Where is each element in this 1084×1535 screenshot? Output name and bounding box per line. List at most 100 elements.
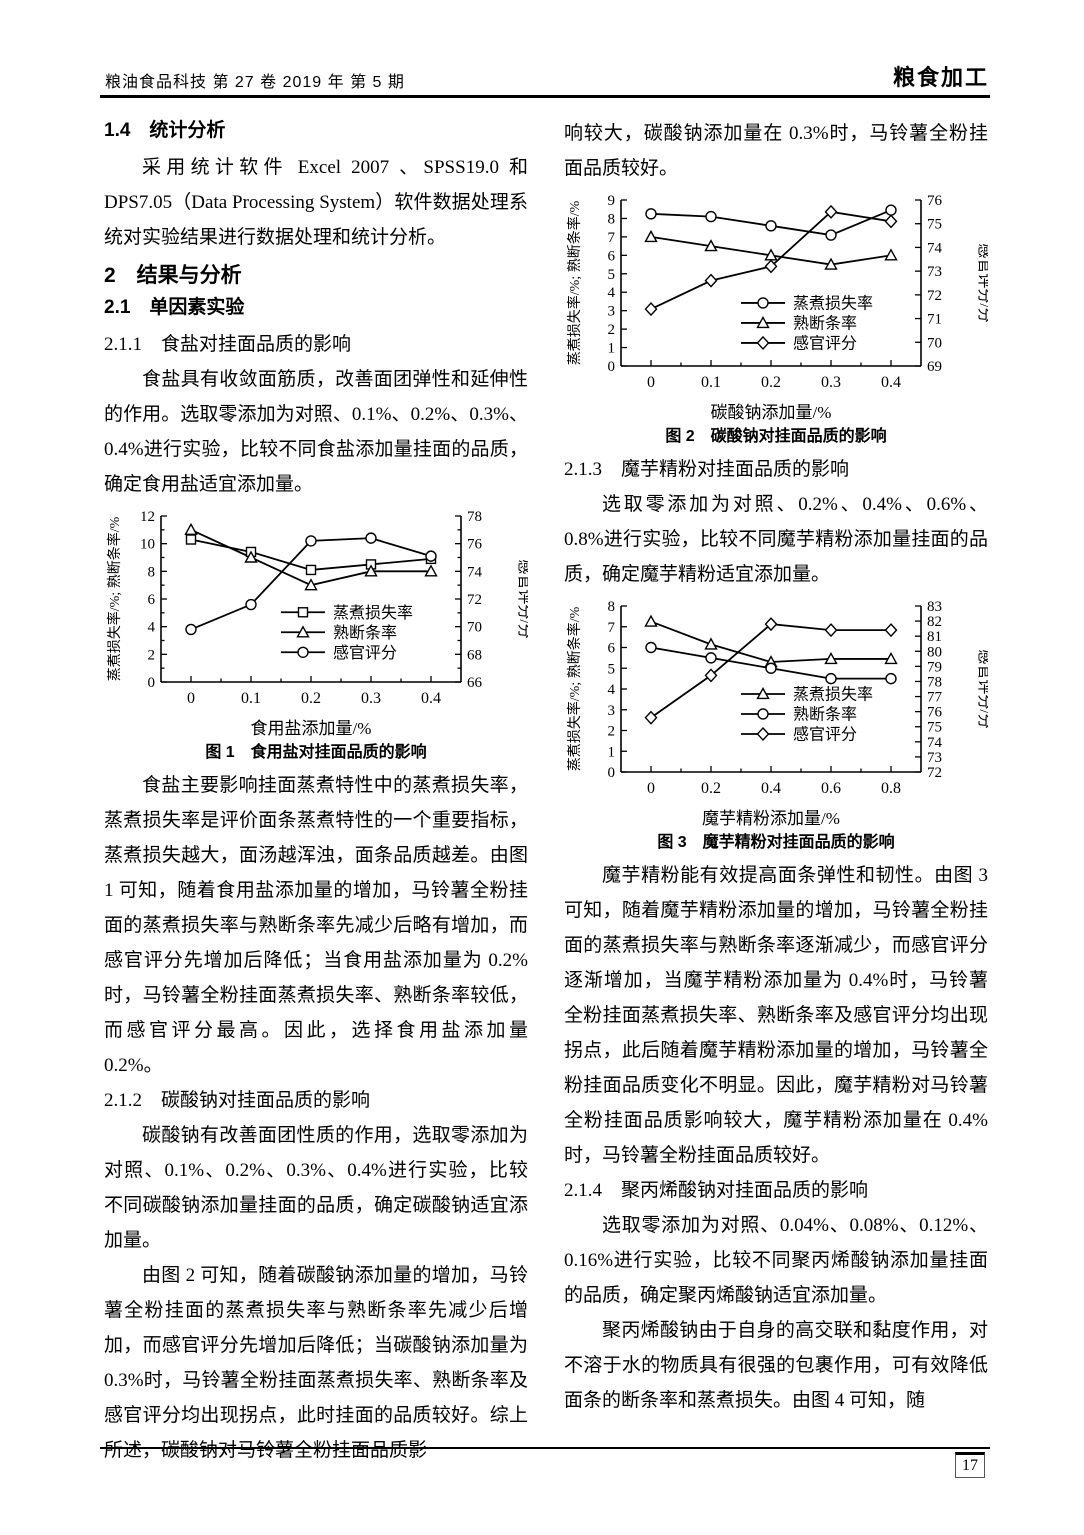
svg-text:73: 73: [927, 750, 942, 766]
heading-2-1-1: 2.1.1 食盐对挂面品质的影响: [104, 334, 352, 355]
svg-text:68: 68: [467, 647, 482, 663]
svg-text:0: 0: [148, 675, 156, 691]
svg-text:9: 9: [608, 193, 616, 209]
svg-text:79: 79: [927, 659, 942, 675]
page-number: 17: [955, 1452, 985, 1478]
svg-text:0.6: 0.6: [821, 780, 841, 797]
svg-text:0.3: 0.3: [821, 374, 841, 391]
svg-text:0.4: 0.4: [421, 690, 441, 707]
svg-text:7: 7: [608, 620, 616, 636]
svg-text:8: 8: [608, 599, 616, 615]
svg-text:81: 81: [927, 629, 942, 645]
svg-text:感官评分: 感官评分: [793, 725, 857, 743]
paragraph-soda-intro: 碳酸钠有改善面团性质的作用，选取零添加为对照、0.1%、0.2%、0.3%、0.…: [104, 1125, 528, 1251]
svg-text:6: 6: [608, 641, 616, 657]
svg-text:73: 73: [927, 264, 942, 280]
svg-text:5: 5: [608, 661, 616, 677]
svg-text:蒸煮损失率: 蒸煮损失率: [793, 685, 873, 703]
svg-text:0: 0: [647, 780, 655, 797]
heading-2-1-4: 2.1.4 聚丙烯酸钠对挂面品质的影响: [564, 1180, 869, 1201]
svg-text:78: 78: [927, 674, 942, 690]
svg-text:10: 10: [140, 537, 155, 553]
footer-rule: [100, 1447, 990, 1449]
svg-text:71: 71: [927, 312, 942, 328]
svg-text:0.4: 0.4: [881, 374, 901, 391]
paragraph-konjac-discussion: 魔芋精粉能有效提高面条弹性和韧性。由图 3 可知，随着魔芋精粉添加量的增加，马铃…: [564, 865, 988, 1166]
svg-text:2: 2: [148, 647, 156, 663]
svg-text:8: 8: [608, 211, 616, 227]
svg-text:0.1: 0.1: [701, 374, 721, 391]
svg-text:74: 74: [927, 240, 943, 256]
svg-text:蒸煮损失率/%; 熟断条率/%: 蒸煮损失率/%; 熟断条率/%: [106, 516, 123, 681]
svg-text:感官评分/分: 感官评分/分: [976, 649, 988, 728]
svg-text:0.4: 0.4: [761, 780, 781, 797]
svg-text:6: 6: [148, 592, 156, 608]
figure-3-caption: 图 3 魔芋精粉对挂面品质的影响: [657, 834, 895, 851]
section-banner: 粮食加工: [892, 65, 989, 90]
svg-text:76: 76: [927, 193, 943, 209]
paragraph-soda-discussion: 由图 2 可知，随着碳酸钠添加量的增加，马铃薯全粉挂面的蒸煮损失率与熟断条率先减…: [104, 1265, 528, 1461]
svg-text:76: 76: [467, 537, 483, 553]
heading-2-1: 2.1 单因素实验: [104, 297, 245, 318]
svg-text:72: 72: [467, 592, 482, 608]
paragraph-statistics: 采用统计软件 Excel 2007 、SPSS19.0 和 DPS7.05（Da…: [104, 157, 528, 248]
heading-2-1-2: 2.1.2 碳酸钠对挂面品质的影响: [104, 1090, 371, 1111]
svg-text:66: 66: [467, 675, 483, 691]
svg-text:75: 75: [927, 217, 942, 233]
svg-text:0: 0: [608, 765, 616, 781]
left-column: 1.4 统计分析 采用统计软件 Excel 2007 、SPSS19.0 和 D…: [104, 116, 528, 1468]
svg-text:魔芋精粉添加量/%: 魔芋精粉添加量/%: [702, 809, 840, 828]
svg-text:77: 77: [927, 690, 943, 706]
svg-text:1: 1: [608, 744, 616, 760]
svg-text:熟断条率: 熟断条率: [793, 705, 857, 723]
svg-text:74: 74: [927, 735, 943, 751]
svg-text:4: 4: [148, 620, 156, 636]
journal-header: 粮油食品科技 第 27 卷 2019 年 第 5 期: [105, 74, 405, 91]
svg-text:3: 3: [608, 703, 616, 719]
svg-text:0.3: 0.3: [361, 690, 381, 707]
svg-text:1: 1: [608, 341, 616, 357]
paragraph-salt-intro: 食盐具有收敛面筋质，改善面团弹性和延伸性的作用。选取零添加为对照、0.1%、0.…: [104, 369, 528, 495]
svg-text:12: 12: [140, 509, 155, 525]
svg-text:感官评分/分: 感官评分/分: [516, 559, 528, 638]
svg-text:感官评分/分: 感官评分/分: [976, 243, 988, 322]
svg-text:0.1: 0.1: [241, 690, 261, 707]
svg-text:70: 70: [927, 335, 942, 351]
svg-text:0.2: 0.2: [301, 690, 321, 707]
heading-2-1-3: 2.1.3 魔芋精粉对挂面品质的影响: [564, 459, 850, 480]
svg-text:76: 76: [927, 705, 943, 721]
heading-1-4: 1.4 统计分析: [104, 120, 226, 141]
svg-text:0: 0: [647, 374, 655, 391]
svg-text:0.8: 0.8: [881, 780, 901, 797]
svg-text:8: 8: [148, 564, 156, 580]
svg-text:熟断条率: 熟断条率: [793, 314, 857, 332]
svg-text:69: 69: [927, 359, 942, 375]
svg-text:碳酸钠添加量/%: 碳酸钠添加量/%: [711, 403, 832, 422]
paragraph-polyacrylate-discussion: 聚丙烯酸钠由于自身的高交联和黏度作用，对不溶于水的物质具有很强的包裹作用，可有效…: [564, 1320, 988, 1411]
svg-text:2: 2: [608, 322, 616, 338]
paragraph-soda-continued: 响较大，碳酸钠添加量在 0.3%时，马铃薯全粉挂面品质较好。: [564, 123, 988, 179]
svg-text:食用盐添加量/%: 食用盐添加量/%: [251, 719, 372, 738]
heading-2: 2 结果与分析: [104, 264, 242, 287]
svg-text:蒸煮损失率: 蒸煮损失率: [333, 604, 413, 622]
figure-2-caption: 图 2 碳酸钠对挂面品质的影响: [665, 428, 887, 445]
paragraph-polyacrylate-intro: 选取零添加为对照、0.04%、0.08%、0.12%、0.16%进行实验，比较不…: [564, 1215, 988, 1306]
svg-text:4: 4: [608, 682, 616, 698]
header-rule: [100, 95, 990, 98]
svg-text:4: 4: [608, 285, 616, 301]
svg-text:感官评分: 感官评分: [333, 644, 397, 662]
svg-text:蒸煮损失率: 蒸煮损失率: [793, 294, 873, 312]
svg-text:6: 6: [608, 248, 616, 264]
svg-text:2: 2: [608, 724, 616, 740]
svg-text:82: 82: [927, 614, 942, 630]
svg-text:0.2: 0.2: [701, 780, 721, 797]
svg-text:蒸煮损失率/%; 熟断条率/%: 蒸煮损失率/%; 熟断条率/%: [566, 200, 583, 365]
svg-text:0: 0: [608, 359, 616, 375]
svg-text:75: 75: [927, 720, 942, 736]
svg-text:74: 74: [467, 564, 483, 580]
svg-text:蒸煮损失率/%; 熟断条率/%: 蒸煮损失率/%; 熟断条率/%: [566, 606, 583, 771]
svg-text:72: 72: [927, 765, 942, 781]
